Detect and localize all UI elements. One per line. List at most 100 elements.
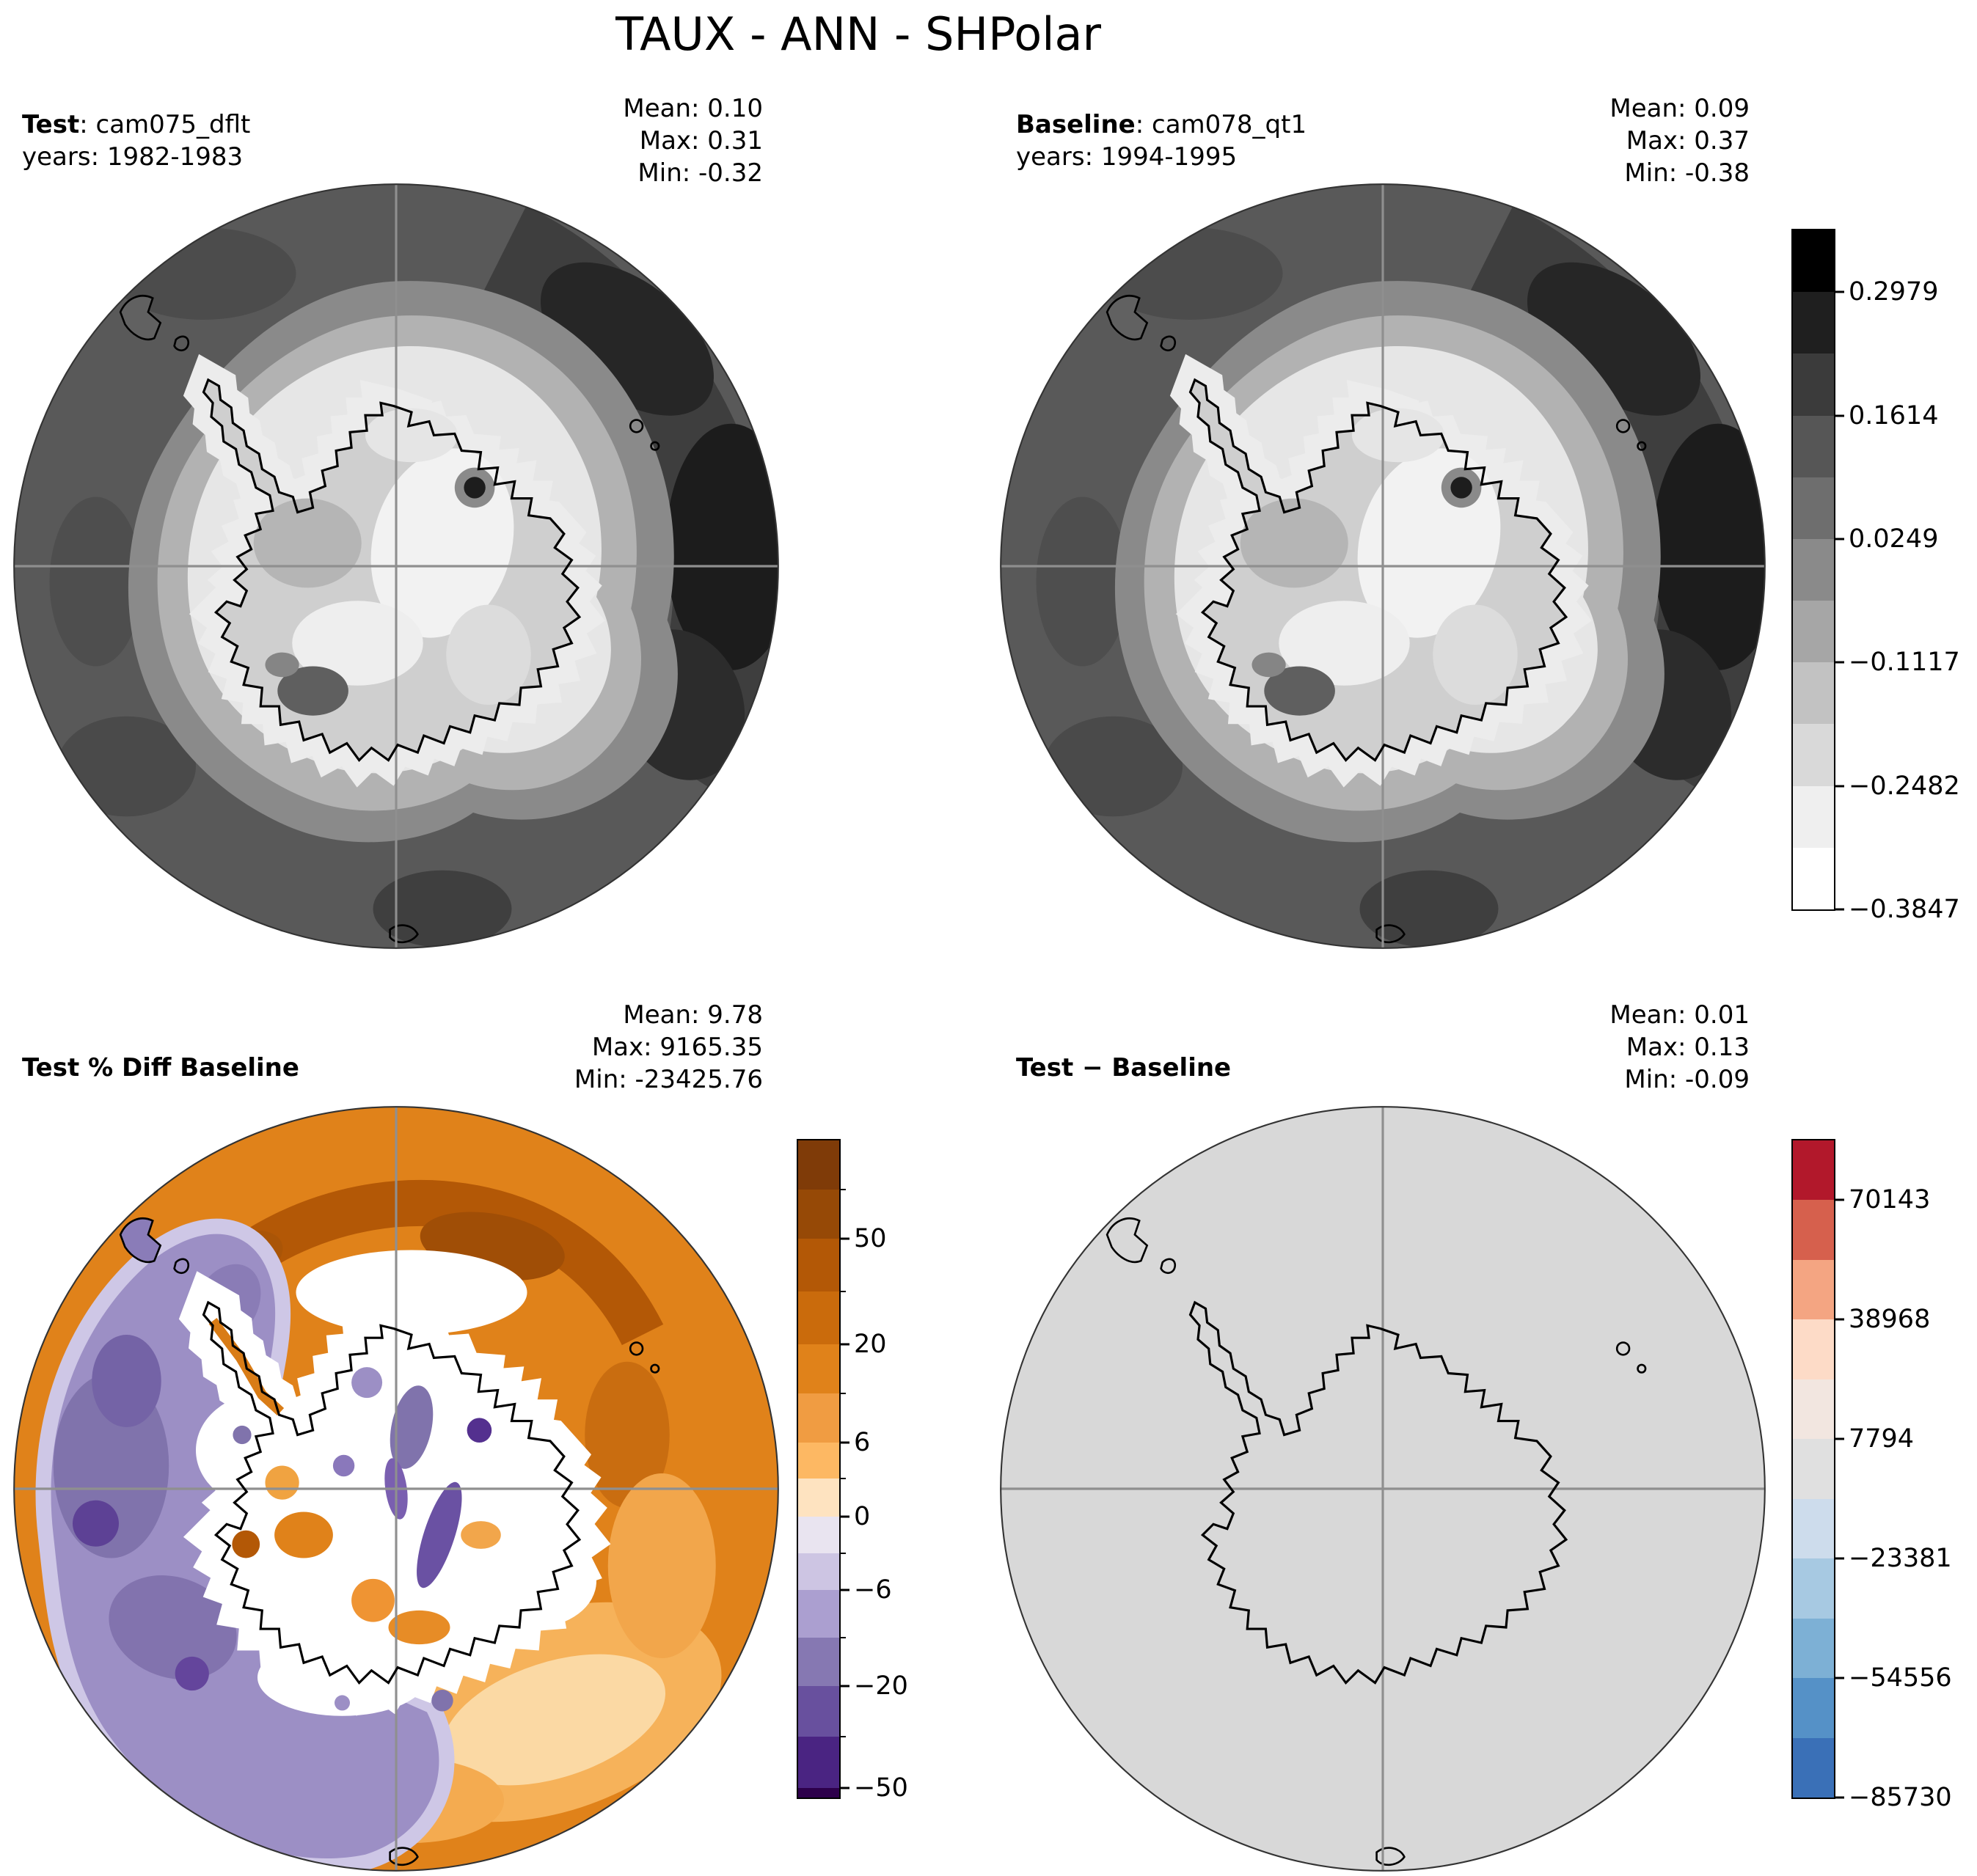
- panel-baseline-header: Baseline: cam078_qt1 years: 1994-1995: [1016, 109, 1307, 173]
- stat-min: Min: -0.32: [637, 158, 763, 188]
- colorbar-segment: [1793, 785, 1834, 849]
- map-boundary-circle: [1000, 183, 1766, 949]
- colorbar-tick-label: −54556: [1849, 1663, 1952, 1693]
- panel-test-title-row: Test: cam075_dflt: [22, 109, 250, 141]
- colorbar-tick-label: 0.0249: [1849, 524, 1939, 554]
- colorbar-segment: [1793, 538, 1834, 601]
- panel-test-header: Test: cam075_dflt years: 1982-1983: [22, 109, 250, 173]
- stat-mean: Mean: 0.10: [623, 94, 763, 123]
- map-baseline: [998, 181, 1768, 951]
- stat-max: Max: 0.13: [1626, 1033, 1750, 1062]
- colorbar-segment: [798, 1589, 839, 1638]
- colorbar-tick-label: −0.2482: [1849, 771, 1960, 801]
- colorbar-segment: [1793, 1259, 1834, 1320]
- colorbar-segment: [798, 1140, 839, 1190]
- map-boundary-circle: [13, 1106, 779, 1872]
- panel-test-case: : cam075_dflt: [79, 110, 251, 139]
- colorbar-segment: [1793, 1737, 1834, 1798]
- figure-title: TAUX - ANN - SHPolar: [615, 7, 1101, 61]
- colorbar-tick: [1834, 538, 1844, 541]
- colorbar-tick: [839, 1515, 849, 1517]
- stat-max: Max: 9165.35: [591, 1033, 763, 1062]
- colorbar-segment: [1793, 1140, 1834, 1201]
- map-pct-diff: [11, 1104, 781, 1874]
- colorbar-segment: [798, 1787, 839, 1798]
- colorbar-minor-tick: [839, 1552, 846, 1554]
- colorbar-minor-tick: [839, 1189, 846, 1191]
- colorbar-tick: [839, 1237, 849, 1240]
- colorbar-minor-tick: [839, 1392, 846, 1394]
- colorbar-tick-label: −6: [854, 1575, 892, 1605]
- colorbar-tick: [839, 1787, 849, 1789]
- colorbar-tick-label: 7794: [1849, 1424, 1915, 1454]
- colorbar-tick: [1834, 1557, 1844, 1560]
- panel-baseline-title-row: Baseline: cam078_qt1: [1016, 109, 1307, 141]
- colorbar-tick-label: −20: [854, 1671, 908, 1701]
- colorbar-segment: [798, 1443, 839, 1479]
- map-pct-diff-body: [11, 1104, 781, 1874]
- colorbar-segment: [798, 1638, 839, 1687]
- colorbar-segment: [1793, 353, 1834, 416]
- stat-mean: Mean: 0.09: [1609, 94, 1750, 123]
- colorbar-segment: [798, 1344, 839, 1394]
- colorbar-tick-label: −0.3847: [1849, 895, 1960, 924]
- colorbar-segment: [798, 1393, 839, 1443]
- stat-max: Max: 0.31: [639, 126, 763, 155]
- colorbar-segment: [1793, 1319, 1834, 1380]
- panel-diff-header: Test − Baseline: [1016, 1052, 1231, 1084]
- colorbar-segment: [798, 1736, 839, 1788]
- colorbar-segment: [1793, 292, 1834, 354]
- colorbar-tick: [1834, 1318, 1844, 1321]
- colorbar-tick: [839, 1343, 849, 1346]
- colorbar-tick: [839, 1589, 849, 1591]
- colorbar-minor-tick: [839, 1291, 846, 1293]
- colorbar-segment: [1793, 1678, 1834, 1738]
- panel-baseline-years: years: 1994-1995: [1016, 142, 1238, 172]
- map-boundary-circle: [1000, 1106, 1766, 1872]
- colorbar-segment: [798, 1516, 839, 1554]
- colorbar-tick: [839, 1441, 849, 1444]
- colorbar-segment: [1793, 1558, 1834, 1619]
- colorbar-tick-label: 50: [854, 1224, 887, 1254]
- colorbar-tick: [1834, 661, 1844, 664]
- stat-min: Min: -0.09: [1624, 1065, 1750, 1094]
- stat-min: Min: -23425.76: [574, 1065, 763, 1094]
- colorbar-tick-label: 0: [854, 1501, 871, 1531]
- colorbar-tick-label: −50: [854, 1773, 908, 1803]
- stat-min: Min: -0.38: [1624, 158, 1750, 188]
- colorbar-segment: [1793, 1498, 1834, 1559]
- colorbar-tick-label: 0.1614: [1849, 400, 1939, 430]
- colorbar-segment: [798, 1685, 839, 1737]
- colorbar-tick: [1834, 1198, 1844, 1201]
- colorbar-minor-tick: [839, 1637, 846, 1639]
- map-diff: [998, 1104, 1768, 1874]
- colorbar-tick-label: −23381: [1849, 1544, 1952, 1574]
- colorbar-segment: [1793, 724, 1834, 787]
- panel-baseline-stats: Mean: 0.09 Max: 0.37 Min: -0.38: [1441, 92, 1750, 189]
- colorbar-tick-label: 70143: [1849, 1185, 1931, 1215]
- panel-diff-stats: Mean: 0.01 Max: 0.13 Min: -0.09: [1441, 999, 1750, 1096]
- colorbar-percent-diff: 50 20 6 0 −6 −20 −50: [797, 1139, 908, 1803]
- panel-baseline-title: Baseline: [1016, 110, 1136, 139]
- colorbar-tick-label: 0.2979: [1849, 277, 1939, 307]
- colorbar-segment: [1793, 847, 1834, 910]
- map-baseline-body: [998, 181, 1768, 951]
- colorbar-tick-label: 20: [854, 1329, 887, 1359]
- colorbar-diff: 70143 38968 7794 −23381 −54556 −85730: [1791, 1139, 1952, 1812]
- panel-pct-diff-header: Test % Diff Baseline: [22, 1052, 299, 1084]
- panel-diff-title-row: Test − Baseline: [1016, 1052, 1231, 1084]
- stat-mean: Mean: 0.01: [1609, 1000, 1750, 1030]
- colorbar-tick: [1834, 1437, 1844, 1440]
- colorbar-segment: [798, 1190, 839, 1239]
- colorbar-segment: [1793, 1200, 1834, 1261]
- colorbar-segment: [1793, 1439, 1834, 1500]
- colorbar-segment: [798, 1239, 839, 1292]
- colorbar-tick-label: −85730: [1849, 1783, 1952, 1812]
- panel-pct-diff-title-row: Test % Diff Baseline: [22, 1052, 299, 1084]
- colorbar-segment: [798, 1553, 839, 1591]
- map-diff-body: [998, 1104, 1768, 1874]
- colorbar-tick-label: 6: [854, 1428, 871, 1458]
- colorbar-segment: [1793, 662, 1834, 725]
- colorbar-tick: [1834, 1677, 1844, 1679]
